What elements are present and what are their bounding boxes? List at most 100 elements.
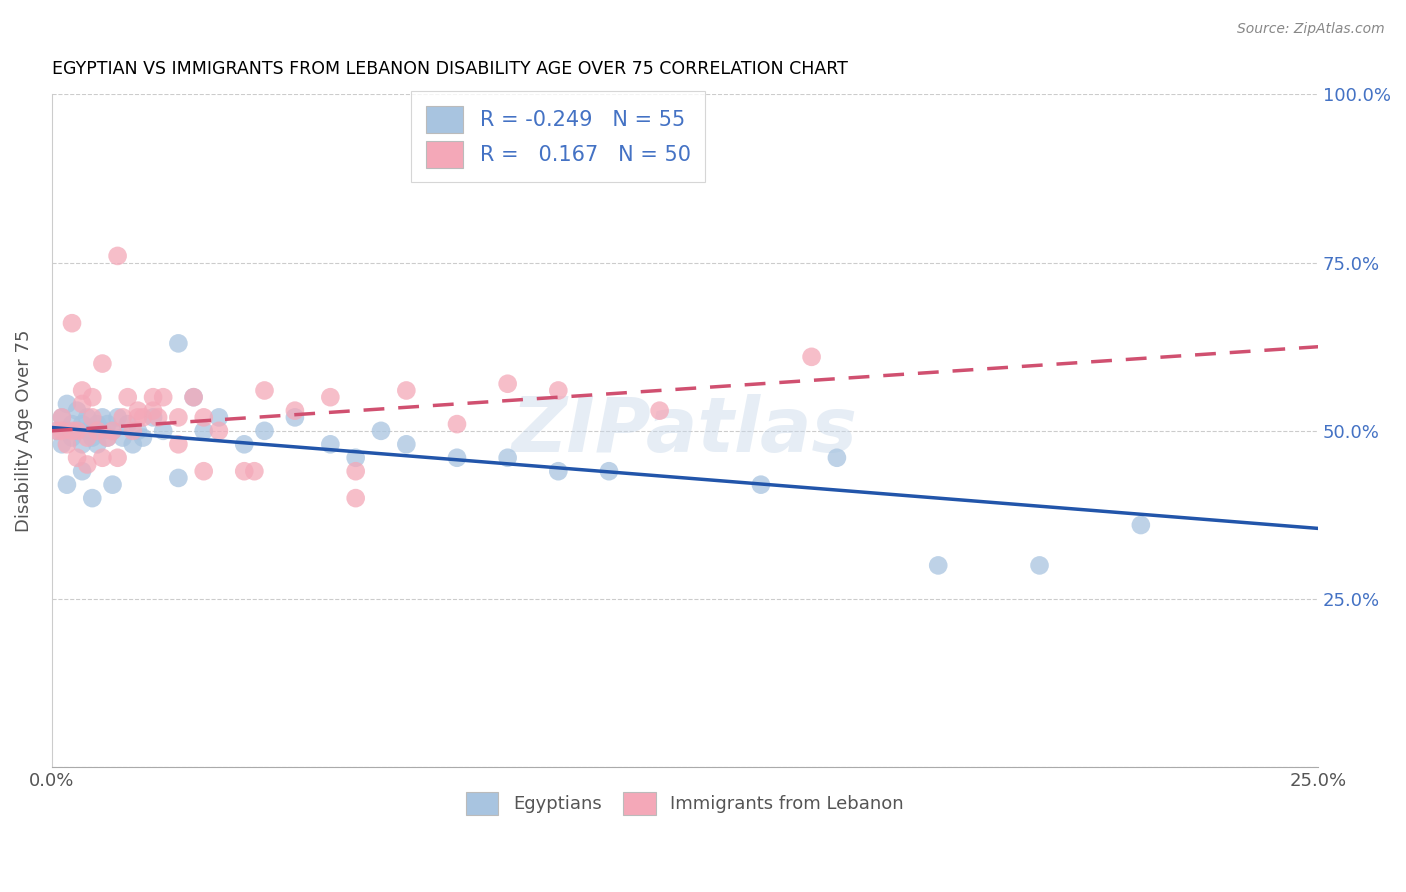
Point xyxy=(76,458,98,472)
Point xyxy=(142,410,165,425)
Point xyxy=(127,410,149,425)
Point xyxy=(101,424,124,438)
Point xyxy=(395,437,418,451)
Point xyxy=(70,397,93,411)
Y-axis label: Disability Age Over 75: Disability Age Over 75 xyxy=(15,330,32,533)
Point xyxy=(111,410,134,425)
Point xyxy=(70,417,93,431)
Point xyxy=(370,424,392,438)
Point xyxy=(142,390,165,404)
Point xyxy=(51,410,73,425)
Point xyxy=(208,410,231,425)
Point xyxy=(344,491,367,505)
Point xyxy=(117,417,139,431)
Point xyxy=(66,424,89,438)
Point xyxy=(111,431,134,445)
Point xyxy=(233,464,256,478)
Point xyxy=(51,410,73,425)
Point xyxy=(193,410,215,425)
Point xyxy=(91,450,114,465)
Point xyxy=(598,464,620,478)
Point xyxy=(121,437,143,451)
Point xyxy=(56,424,79,438)
Point xyxy=(167,471,190,485)
Point xyxy=(1129,518,1152,533)
Point xyxy=(96,417,118,431)
Point xyxy=(127,403,149,417)
Point xyxy=(86,437,108,451)
Point xyxy=(96,431,118,445)
Point xyxy=(51,437,73,451)
Point xyxy=(446,417,468,431)
Point xyxy=(253,424,276,438)
Point xyxy=(82,410,104,425)
Point xyxy=(76,424,98,438)
Point xyxy=(749,477,772,491)
Point xyxy=(208,424,231,438)
Point xyxy=(167,336,190,351)
Point xyxy=(167,437,190,451)
Point xyxy=(132,431,155,445)
Point xyxy=(344,464,367,478)
Point xyxy=(76,431,98,445)
Point xyxy=(117,390,139,404)
Point xyxy=(82,431,104,445)
Point xyxy=(284,410,307,425)
Point xyxy=(91,410,114,425)
Point xyxy=(344,450,367,465)
Point xyxy=(70,437,93,451)
Point xyxy=(193,464,215,478)
Point xyxy=(60,431,83,445)
Point xyxy=(121,424,143,438)
Text: ZIPatlas: ZIPatlas xyxy=(512,394,858,467)
Point xyxy=(101,424,124,438)
Point xyxy=(107,410,129,425)
Point xyxy=(86,417,108,431)
Point xyxy=(82,390,104,404)
Point xyxy=(60,424,83,438)
Point xyxy=(152,390,174,404)
Point xyxy=(183,390,205,404)
Point xyxy=(319,437,342,451)
Point xyxy=(66,403,89,417)
Point xyxy=(167,410,190,425)
Point xyxy=(825,450,848,465)
Point xyxy=(395,384,418,398)
Text: EGYPTIAN VS IMMIGRANTS FROM LEBANON DISABILITY AGE OVER 75 CORRELATION CHART: EGYPTIAN VS IMMIGRANTS FROM LEBANON DISA… xyxy=(52,60,848,78)
Point xyxy=(51,424,73,438)
Point xyxy=(547,464,569,478)
Point xyxy=(66,450,89,465)
Point xyxy=(547,384,569,398)
Point xyxy=(183,390,205,404)
Point xyxy=(233,437,256,451)
Point xyxy=(496,450,519,465)
Point xyxy=(56,397,79,411)
Point xyxy=(446,450,468,465)
Point xyxy=(648,403,671,417)
Point xyxy=(142,403,165,417)
Point xyxy=(70,384,93,398)
Point xyxy=(152,424,174,438)
Point xyxy=(132,410,155,425)
Point xyxy=(82,491,104,505)
Point xyxy=(927,558,949,573)
Point xyxy=(107,450,129,465)
Point xyxy=(101,477,124,491)
Point xyxy=(146,410,169,425)
Point xyxy=(284,403,307,417)
Point xyxy=(76,410,98,425)
Point xyxy=(56,477,79,491)
Point xyxy=(800,350,823,364)
Point xyxy=(70,464,93,478)
Point xyxy=(96,431,118,445)
Point xyxy=(45,424,67,438)
Point xyxy=(45,424,67,438)
Text: Source: ZipAtlas.com: Source: ZipAtlas.com xyxy=(1237,22,1385,37)
Point xyxy=(243,464,266,478)
Point xyxy=(127,424,149,438)
Point xyxy=(253,384,276,398)
Point xyxy=(107,249,129,263)
Point xyxy=(91,424,114,438)
Point xyxy=(1028,558,1050,573)
Point xyxy=(319,390,342,404)
